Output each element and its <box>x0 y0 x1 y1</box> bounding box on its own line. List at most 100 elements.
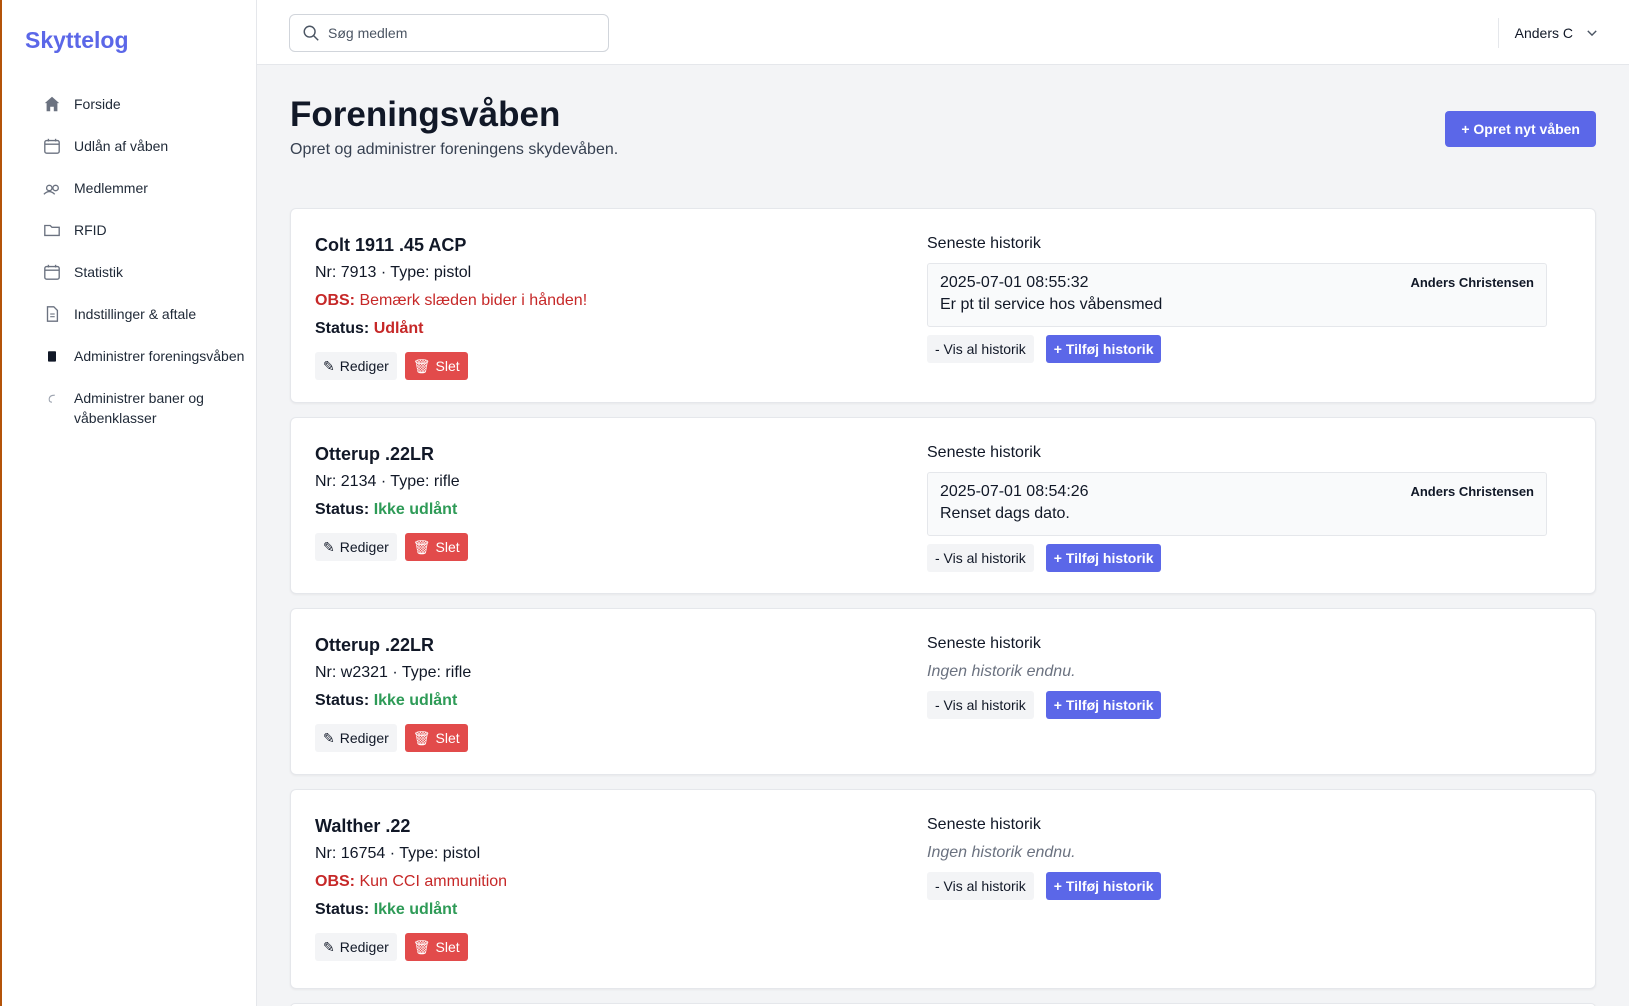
history-text: Er pt til service hos våbensmed <box>940 296 1163 313</box>
history-title: Seneste historik <box>927 235 1041 252</box>
edit-label: Rediger <box>339 939 389 955</box>
edit-button[interactable]: ✎ Rediger <box>315 352 397 380</box>
add-history-button[interactable]: + Tilføj historik <box>1045 872 1162 900</box>
brand-logo[interactable]: Skyttelog <box>25 27 129 53</box>
status-value: Ikke udlånt <box>373 501 458 518</box>
weapon-card: Walther .22 Nr: 16754 · Type: pistol OBS… <box>290 789 1596 989</box>
edit-button[interactable]: ✎ Rediger <box>315 533 397 561</box>
add-history-button[interactable]: + Tilføj historik <box>1045 691 1162 719</box>
history-entry: 2025-07-01 08:54:26 Renset dags dato. An… <box>927 472 1547 536</box>
calendar-icon <box>42 262 62 282</box>
status-label: Status: <box>315 501 370 518</box>
delete-button[interactable]: 🗑 Slet <box>404 352 468 380</box>
show-all-history-button[interactable]: - Vis al historik <box>927 544 1034 572</box>
history-date: 2025-07-01 08:54:26 <box>940 483 1089 500</box>
trash-icon: 🗑 <box>412 938 431 955</box>
search-box[interactable] <box>289 14 609 52</box>
weapon-card: Otterup .22LR Nr: w2321 · Type: rifle St… <box>290 608 1596 775</box>
pencil-icon: ✎ <box>323 938 335 955</box>
trash-icon: 🗑 <box>412 538 431 555</box>
sidebar-item-indstillinger[interactable]: Indstillinger & aftale <box>42 304 252 324</box>
history-text: Renset dags dato. <box>940 505 1070 522</box>
status-label: Status: <box>315 692 370 709</box>
show-all-history-button[interactable]: - Vis al historik <box>927 691 1034 719</box>
obs-text: Kun CCI ammunition <box>359 873 508 890</box>
sidebar-item-label: Administrer baner og våbenklasser <box>74 390 204 426</box>
history-user: Anders Christensen <box>1410 484 1534 499</box>
delete-label: Slet <box>435 358 460 374</box>
weapon-name: Otterup .22LR <box>315 444 435 464</box>
sidebar-item-foreningsvaaben[interactable]: Administrer foreningsvåben <box>42 346 252 366</box>
user-menu[interactable]: Anders C <box>1497 18 1599 48</box>
history-entry: 2025-07-01 08:55:32 Er pt til service ho… <box>927 263 1547 327</box>
obs-text: Bemærk slæden bider i hånden! <box>359 292 588 309</box>
sidebar-item-label: Administrer foreningsvåben <box>74 348 245 364</box>
sidebar-item-statistik[interactable]: Statistik <box>42 262 252 282</box>
sidebar-item-label: Udlån af våben <box>74 138 169 154</box>
sidebar-item-forside[interactable]: Forside <box>42 94 252 114</box>
search-input[interactable] <box>328 25 598 41</box>
delete-button[interactable]: 🗑 Slet <box>404 933 468 961</box>
weapon-name: Walther .22 <box>315 816 411 836</box>
obs-label: OBS: <box>315 873 355 890</box>
chevron-down-icon <box>1587 30 1597 37</box>
history-empty: Ingen historik endnu. <box>927 663 1076 680</box>
folder-icon <box>42 220 62 240</box>
arc-icon <box>42 388 62 408</box>
sidebar-item-label: Forside <box>74 96 121 112</box>
home-icon <box>42 94 62 114</box>
delete-label: Slet <box>435 539 460 555</box>
user-name: Anders C <box>1514 25 1573 41</box>
add-history-button[interactable]: + Tilføj historik <box>1045 335 1162 363</box>
weapon-name: Otterup .22LR <box>315 635 435 655</box>
edit-label: Rediger <box>339 358 389 374</box>
weapon-status: Status: Ikke udlånt <box>315 692 875 710</box>
sidebar-item-label: RFID <box>74 222 107 238</box>
sidebar-item-label: Medlemmer <box>74 180 148 196</box>
trash-icon: 🗑 <box>412 357 431 374</box>
edit-button[interactable]: ✎ Rediger <box>315 724 397 752</box>
sidebar-item-medlemmer[interactable]: Medlemmer <box>42 178 252 198</box>
edit-label: Rediger <box>339 730 389 746</box>
sidebar: Skyttelog Forside Udlån af våben Medlemm… <box>0 0 257 1006</box>
users-icon <box>42 178 62 198</box>
sidebar-item-baner[interactable]: Administrer baner og våbenklasser <box>42 388 252 428</box>
document-icon <box>42 304 62 324</box>
weapon-status: Status: Udlånt <box>315 320 875 338</box>
weapon-meta: Nr: 2134 · Type: rifle <box>315 473 460 490</box>
delete-button[interactable]: 🗑 Slet <box>404 533 468 561</box>
weapon-meta: Nr: 7913 · Type: pistol <box>315 264 472 281</box>
history-title: Seneste historik <box>927 816 1041 833</box>
book-icon <box>42 346 62 366</box>
weapon-name: Colt 1911 .45 ACP <box>315 235 467 255</box>
search-icon <box>303 25 319 41</box>
weapon-obs: OBS: Bemærk slæden bider i hånden! <box>315 292 875 310</box>
sidebar-item-label: Statistik <box>74 264 124 280</box>
weapon-status: Status: Ikke udlånt <box>315 901 875 919</box>
weapon-obs: OBS: Kun CCI ammunition <box>315 873 875 891</box>
show-all-history-button[interactable]: - Vis al historik <box>927 872 1034 900</box>
sidebar-item-rfid[interactable]: RFID <box>42 220 252 240</box>
show-all-history-button[interactable]: - Vis al historik <box>927 335 1034 363</box>
delete-button[interactable]: 🗑 Slet <box>404 724 468 752</box>
obs-label: OBS: <box>315 292 355 309</box>
topbar: Anders C <box>257 0 1629 65</box>
status-label: Status: <box>315 320 370 337</box>
edit-label: Rediger <box>339 539 389 555</box>
history-user: Anders Christensen <box>1410 275 1534 290</box>
trash-icon: 🗑 <box>412 729 431 746</box>
create-weapon-button[interactable]: + Opret nyt våben <box>1445 111 1596 147</box>
delete-label: Slet <box>435 939 460 955</box>
weapon-status: Status: Ikke udlånt <box>315 501 875 519</box>
page-subtitle: Opret og administrer foreningens skydevå… <box>290 141 619 158</box>
weapon-card: Otterup .22LR Nr: 2134 · Type: rifle Sta… <box>290 417 1596 594</box>
add-history-button[interactable]: + Tilføj historik <box>1045 544 1162 572</box>
history-title: Seneste historik <box>927 635 1041 652</box>
history-title: Seneste historik <box>927 444 1041 461</box>
history-empty: Ingen historik endnu. <box>927 844 1076 861</box>
sidebar-item-udlaan[interactable]: Udlån af våben <box>42 136 252 156</box>
weapon-meta: Nr: w2321 · Type: rifle <box>315 664 472 681</box>
delete-label: Slet <box>435 730 460 746</box>
status-value: Ikke udlånt <box>373 901 458 918</box>
edit-button[interactable]: ✎ Rediger <box>315 933 397 961</box>
